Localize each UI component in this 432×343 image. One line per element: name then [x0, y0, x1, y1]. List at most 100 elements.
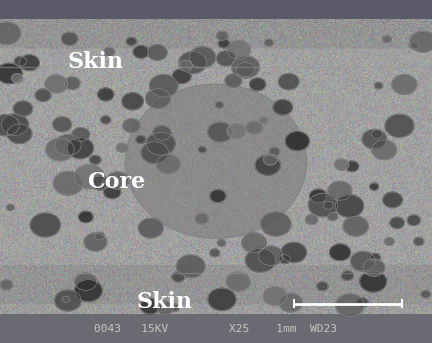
Circle shape: [208, 288, 236, 310]
Circle shape: [242, 233, 267, 252]
Circle shape: [261, 212, 291, 236]
Circle shape: [335, 159, 349, 170]
Circle shape: [217, 240, 226, 246]
Circle shape: [264, 39, 273, 46]
Circle shape: [279, 255, 290, 264]
Circle shape: [127, 37, 137, 45]
Circle shape: [219, 39, 230, 48]
Circle shape: [157, 302, 173, 315]
Circle shape: [385, 114, 414, 137]
Circle shape: [6, 204, 14, 211]
Circle shape: [407, 215, 420, 225]
Circle shape: [198, 147, 206, 153]
Circle shape: [146, 132, 175, 155]
Circle shape: [246, 121, 262, 134]
Circle shape: [72, 128, 89, 142]
Circle shape: [122, 93, 143, 110]
Circle shape: [62, 32, 78, 45]
Circle shape: [30, 213, 60, 237]
Circle shape: [237, 62, 254, 76]
Circle shape: [281, 243, 306, 262]
Circle shape: [346, 161, 359, 172]
Circle shape: [372, 130, 383, 139]
Circle shape: [195, 213, 208, 224]
Circle shape: [263, 154, 277, 165]
Circle shape: [75, 280, 102, 301]
Circle shape: [179, 52, 206, 73]
Circle shape: [260, 117, 268, 123]
Circle shape: [372, 140, 397, 159]
Circle shape: [170, 304, 179, 311]
Circle shape: [250, 78, 266, 91]
Circle shape: [286, 132, 309, 151]
Circle shape: [0, 115, 19, 136]
Circle shape: [91, 176, 109, 190]
Circle shape: [351, 251, 375, 271]
Circle shape: [95, 232, 105, 240]
Text: 0043   15KV         X25    1mm  WD23: 0043 15KV X25 1mm WD23: [95, 324, 337, 334]
Circle shape: [232, 56, 259, 78]
Circle shape: [53, 117, 72, 132]
Circle shape: [421, 291, 430, 298]
Circle shape: [210, 249, 219, 257]
Circle shape: [279, 293, 302, 312]
Circle shape: [45, 75, 68, 93]
Circle shape: [413, 237, 424, 246]
Circle shape: [104, 47, 115, 56]
Circle shape: [342, 271, 353, 280]
Circle shape: [328, 181, 352, 200]
Circle shape: [189, 47, 216, 68]
Circle shape: [75, 273, 97, 291]
Circle shape: [55, 134, 81, 155]
Circle shape: [67, 138, 93, 158]
Circle shape: [210, 190, 226, 202]
Circle shape: [90, 155, 101, 164]
Circle shape: [19, 55, 39, 71]
Circle shape: [409, 42, 419, 49]
Circle shape: [54, 172, 83, 195]
Circle shape: [1, 114, 29, 135]
Circle shape: [153, 126, 171, 140]
Circle shape: [208, 122, 232, 142]
Circle shape: [117, 143, 128, 152]
Circle shape: [370, 183, 378, 190]
Circle shape: [136, 135, 146, 143]
Circle shape: [330, 244, 350, 261]
Circle shape: [79, 211, 93, 223]
Text: Skin: Skin: [67, 51, 123, 73]
Bar: [0, 0, 432, 19]
Circle shape: [98, 88, 114, 101]
Circle shape: [123, 119, 140, 132]
Circle shape: [64, 77, 80, 90]
Circle shape: [384, 238, 394, 245]
Circle shape: [84, 233, 107, 251]
Circle shape: [279, 73, 299, 90]
Circle shape: [410, 31, 432, 52]
Circle shape: [146, 89, 170, 108]
Circle shape: [147, 45, 167, 60]
Circle shape: [227, 40, 251, 59]
Circle shape: [14, 57, 26, 66]
Circle shape: [269, 147, 280, 156]
Circle shape: [263, 287, 287, 306]
Circle shape: [245, 248, 276, 272]
Circle shape: [225, 74, 242, 87]
Circle shape: [356, 298, 368, 307]
Circle shape: [335, 195, 364, 217]
Text: Core: Core: [88, 171, 146, 193]
Circle shape: [323, 201, 334, 209]
Circle shape: [216, 51, 235, 66]
Circle shape: [172, 272, 184, 282]
Circle shape: [177, 255, 205, 277]
Circle shape: [216, 31, 228, 40]
Circle shape: [258, 246, 283, 265]
Circle shape: [227, 124, 245, 139]
Circle shape: [7, 124, 32, 143]
Circle shape: [216, 102, 223, 108]
Circle shape: [0, 22, 21, 45]
Circle shape: [383, 36, 391, 43]
Circle shape: [139, 218, 163, 238]
Circle shape: [363, 259, 384, 276]
Circle shape: [370, 253, 380, 261]
Circle shape: [317, 282, 328, 291]
